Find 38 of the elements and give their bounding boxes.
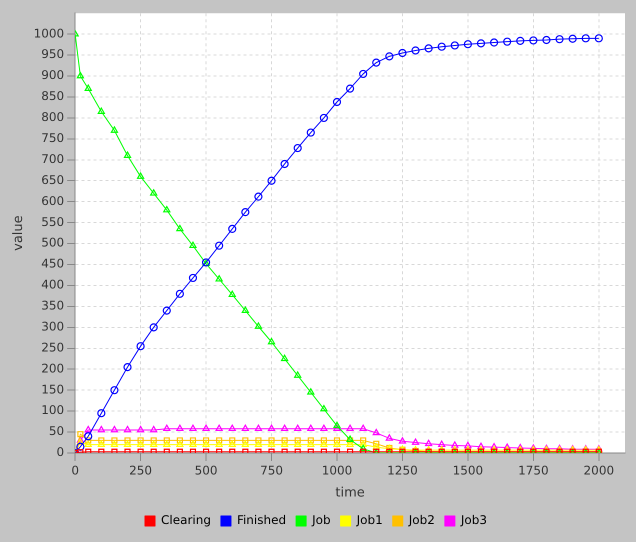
legend-label: Job xyxy=(311,513,331,528)
y-tick-label: 800 xyxy=(41,110,64,124)
x-tick-label: 0 xyxy=(71,463,79,478)
x-tick-label: 1250 xyxy=(387,463,418,478)
y-tick-label: 650 xyxy=(41,172,64,187)
y-tick-label: 50 xyxy=(48,424,64,438)
x-tick-label: 1000 xyxy=(322,463,352,478)
y-axis-title: value xyxy=(11,215,26,251)
x-tick-label: 1750 xyxy=(518,463,549,478)
y-tick-label: 700 xyxy=(41,152,64,166)
x-tick-label: 500 xyxy=(194,463,218,478)
legend-label: Job1 xyxy=(356,513,383,528)
y-tick-label: 750 xyxy=(41,130,64,145)
x-axis-title: time xyxy=(335,486,365,501)
legend-label: Finished xyxy=(236,513,286,528)
y-tick-label: 200 xyxy=(41,361,64,376)
y-tick-label: 150 xyxy=(41,382,64,396)
y-tick-label: 100 xyxy=(41,403,64,418)
x-tick-label: 1500 xyxy=(452,463,484,478)
y-tick-label: 900 xyxy=(41,68,64,82)
y-tick-label: 450 xyxy=(41,256,64,271)
y-tick-label: 400 xyxy=(41,278,64,292)
x-tick-label: 2000 xyxy=(584,463,614,478)
y-tick-label: 300 xyxy=(41,319,64,334)
x-tick-label: 250 xyxy=(129,463,152,478)
y-tick-label: 0 xyxy=(56,445,64,460)
y-tick-label: 850 xyxy=(41,89,64,104)
y-tick-label: 350 xyxy=(41,298,64,313)
y-tick-label: 550 xyxy=(41,214,64,229)
y-tick-label: 950 xyxy=(41,47,64,62)
legend-label: Job2 xyxy=(408,513,435,528)
legend-label: Clearing xyxy=(161,513,211,528)
y-tick-label: 250 xyxy=(41,340,64,354)
y-tick-label: 1000 xyxy=(34,26,64,40)
legend-label: Job3 xyxy=(460,513,488,528)
y-tick-label: 600 xyxy=(41,194,64,208)
x-tick-label: 750 xyxy=(260,463,283,478)
y-tick-label: 500 xyxy=(41,236,64,250)
